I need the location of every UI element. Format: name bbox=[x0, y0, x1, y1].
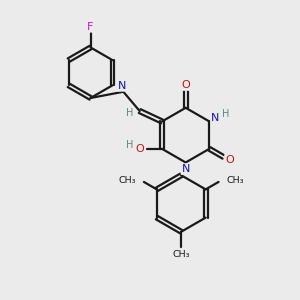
Text: F: F bbox=[87, 22, 94, 32]
Text: N: N bbox=[118, 81, 126, 91]
Text: O: O bbox=[181, 80, 190, 90]
Text: CH₃: CH₃ bbox=[227, 176, 244, 185]
Text: N: N bbox=[182, 164, 190, 174]
Text: H: H bbox=[126, 140, 133, 150]
Text: O: O bbox=[225, 155, 234, 165]
Text: O: O bbox=[136, 144, 144, 154]
Text: CH₃: CH₃ bbox=[172, 250, 190, 259]
Text: CH₃: CH₃ bbox=[118, 176, 136, 185]
Text: N: N bbox=[211, 113, 220, 123]
Text: H: H bbox=[222, 109, 230, 119]
Text: H: H bbox=[126, 108, 133, 118]
